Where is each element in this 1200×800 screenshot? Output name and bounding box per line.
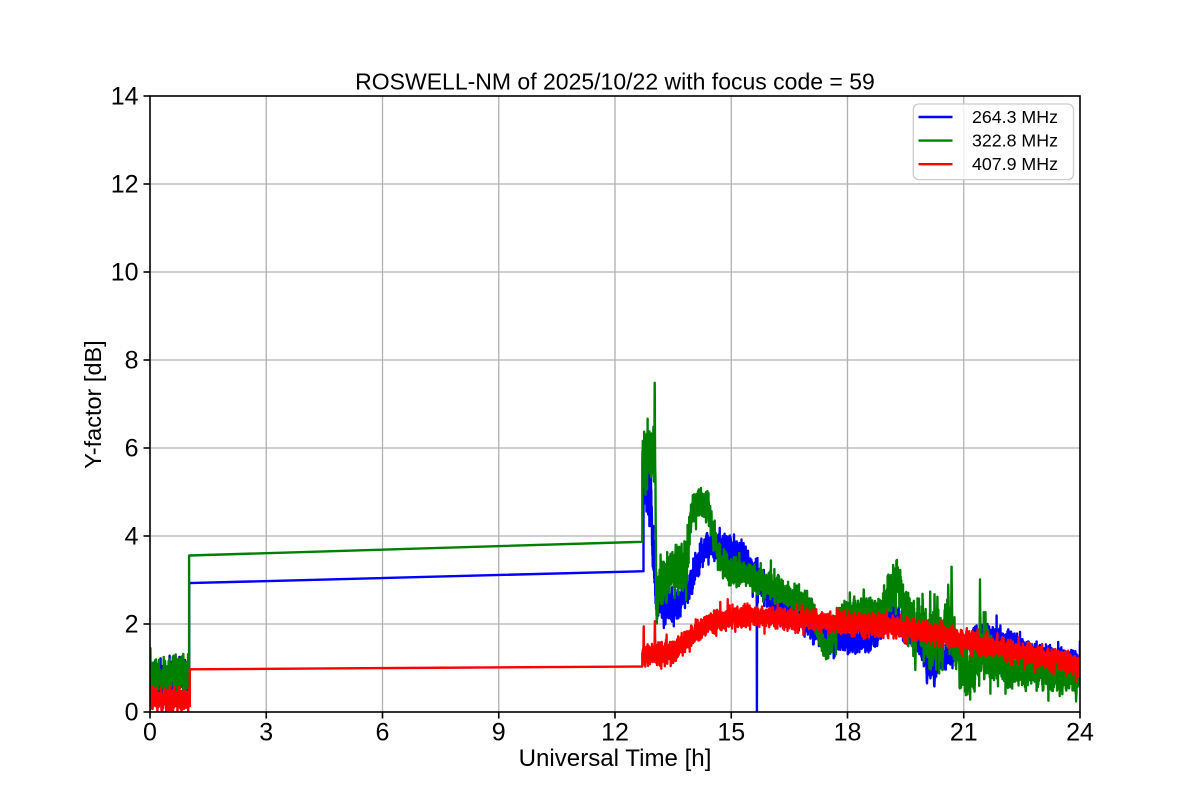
- svg-text:Y-factor [dB]: Y-factor [dB]: [80, 340, 106, 468]
- svg-text:21: 21: [950, 718, 978, 746]
- svg-text:6: 6: [125, 435, 139, 463]
- svg-text:14: 14: [111, 83, 139, 111]
- svg-text:12: 12: [601, 718, 629, 746]
- svg-text:10: 10: [111, 259, 139, 287]
- svg-text:12: 12: [111, 171, 139, 199]
- svg-text:ROSWELL-NM of 2025/10/22 with: ROSWELL-NM of 2025/10/22 with focus code…: [355, 69, 875, 95]
- svg-text:2: 2: [125, 611, 139, 639]
- svg-text:24: 24: [1066, 718, 1094, 746]
- svg-text:9: 9: [492, 718, 506, 746]
- svg-text:322.8 MHz: 322.8 MHz: [972, 131, 1058, 151]
- svg-text:4: 4: [125, 523, 139, 551]
- svg-text:Universal Time [h]: Universal Time [h]: [519, 745, 712, 772]
- svg-text:15: 15: [717, 718, 745, 746]
- svg-text:18: 18: [834, 718, 862, 746]
- svg-text:0: 0: [125, 699, 139, 727]
- svg-text:3: 3: [259, 718, 273, 746]
- svg-text:264.3 MHz: 264.3 MHz: [972, 107, 1058, 127]
- svg-text:6: 6: [376, 718, 390, 746]
- svg-text:8: 8: [125, 347, 139, 375]
- svg-text:407.9 MHz: 407.9 MHz: [972, 154, 1058, 174]
- svg-text:0: 0: [143, 718, 157, 746]
